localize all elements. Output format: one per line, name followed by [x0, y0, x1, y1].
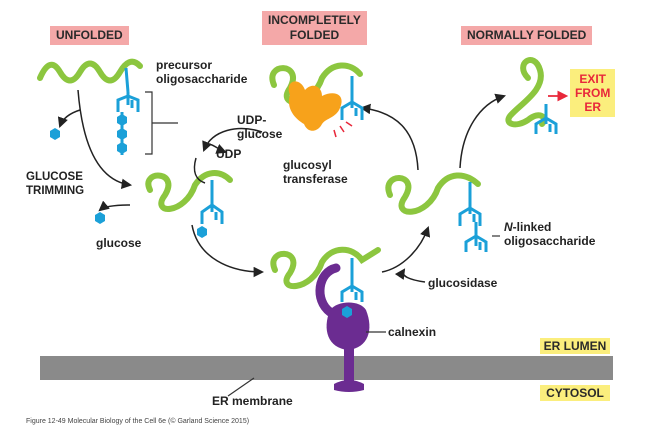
precursor-oligosaccharide-label: precursor oligosaccharide: [156, 58, 248, 86]
to-calnexin-arrow: [191, 224, 265, 278]
glucosyl-transferase-enzyme: [288, 81, 342, 131]
figure-caption: Figure 12-49 Molecular Biology of the Ce…: [26, 418, 250, 425]
n-linked-italic-n: N: [504, 220, 513, 234]
trimmed-protein: [145, 170, 233, 238]
to-normally-folded-arrow: [459, 93, 506, 169]
to-incompletely-folded-arrow: [359, 103, 419, 171]
glucose-chain: [117, 114, 127, 154]
glucose-release-arrow-1: [57, 109, 81, 128]
header-unfolded: UNFOLDED: [50, 26, 129, 45]
n-linked-rest: -linked oligosaccharide: [504, 220, 596, 248]
calnexin-protein: [315, 263, 370, 392]
header-normally-folded: NORMALLY FOLDED: [461, 26, 593, 45]
return-to-calnexin-arrow: [193, 157, 206, 184]
glucosidase-arrow: [381, 226, 431, 273]
n-linked-oligosaccharide-icon: [464, 222, 488, 252]
calnexin-label: calnexin: [388, 325, 437, 339]
glucose-release-arrow-2: [98, 200, 131, 212]
glucosidase-pointer: [394, 268, 426, 283]
calnexin-bound-protein: [270, 246, 381, 318]
cytosol-box: CYTOSOL: [540, 385, 610, 401]
released-glucose-icon: [50, 128, 60, 140]
normally-folded-protein: [505, 57, 558, 134]
udp-glucose-label: UDP- glucose: [237, 113, 283, 141]
n-linked-oligosaccharide-label: N-linked oligosaccharide: [504, 220, 595, 248]
udp-glucose-arrow: [202, 127, 263, 152]
trimming-arrow: [77, 89, 133, 189]
er-membrane-pointer: [227, 377, 255, 397]
header-incompletely-folded: INCOMPLETELY FOLDED: [262, 11, 367, 45]
er-lumen-box: ER LUMEN: [540, 338, 610, 354]
glucosidase-label: glucosidase: [428, 276, 498, 290]
calnexin-pointer: [366, 331, 386, 333]
glucose-trimming-label: GLUCOSE TRIMMING: [26, 171, 85, 197]
er-membrane-band: [40, 356, 613, 380]
oligosaccharide-bracket: [145, 91, 178, 155]
deglucosylated-protein: [385, 172, 482, 226]
released-glucose-icon-2: [95, 212, 105, 224]
udp-arrow: [205, 143, 227, 154]
exit-from-er-box: EXIT FROM ER: [570, 69, 616, 117]
unfolded-protein: [37, 58, 143, 93]
transferase-activity-marks: [333, 121, 353, 138]
glucose-label: glucose: [96, 236, 142, 250]
er-membrane-label: ER membrane: [212, 394, 293, 408]
udp-label: UDP: [216, 147, 242, 161]
glucosyl-transferase-label: glucosyl transferase: [283, 158, 348, 186]
